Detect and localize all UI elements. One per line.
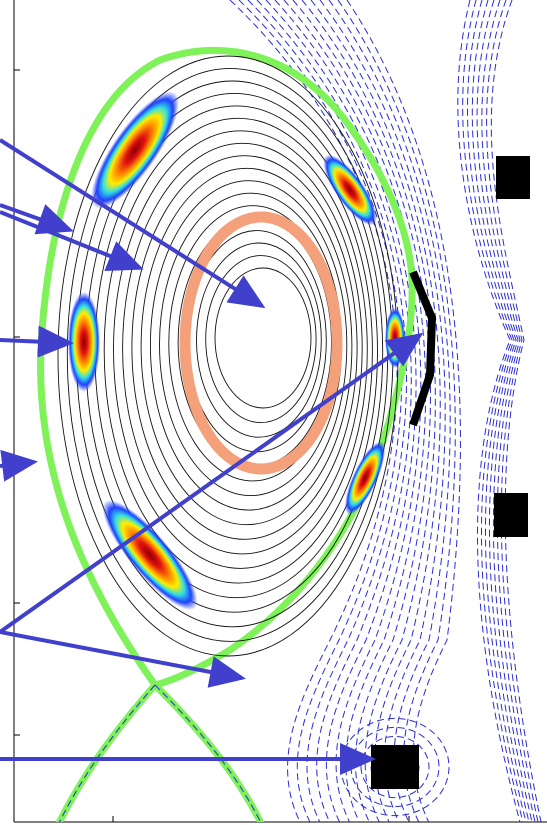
vacuum-line	[337, 0, 456, 822]
vacuum-line	[346, 0, 461, 822]
hotspot-inboard	[68, 292, 100, 392]
vacuum-line-outer	[457, 0, 521, 822]
flux-surface	[214, 267, 312, 409]
vacuum-loop-lower-coil	[340, 717, 450, 817]
vacuum-line-outer	[486, 0, 539, 822]
arrow-magnetic-axis	[0, 138, 266, 309]
arrow-separatrix-inboard	[0, 449, 38, 482]
vacuum-line	[229, 0, 398, 822]
separatrix-leg-left	[55, 682, 158, 822]
arrow-emission-inboard	[0, 325, 74, 358]
arrow-closed-surface-inner	[0, 210, 144, 271]
vacuum-line	[256, 0, 412, 822]
hotspot-upper	[90, 91, 180, 209]
vacuum-line	[301, 0, 436, 822]
hotspot-lower-left	[102, 499, 198, 611]
emission-regions	[68, 91, 405, 611]
annotation-arrows	[0, 138, 424, 775]
arrow-closed-surface-upper	[0, 203, 74, 235]
arrow-vacuum-field	[0, 630, 246, 688]
current-ring	[179, 211, 343, 475]
flux-surface	[122, 142, 363, 555]
vacuum-line	[328, 0, 451, 822]
vacuum-loop-lower-coil	[360, 735, 430, 799]
vacuum-line-outer	[467, 0, 527, 822]
vacuum-line-outer	[462, 0, 524, 822]
vacuum-line	[265, 0, 417, 822]
separatrix-leg-right	[152, 682, 265, 822]
coil-lower	[371, 745, 419, 789]
flux-surface	[131, 155, 358, 540]
vacuum-line-outer	[476, 0, 533, 822]
separatrix-dash-leg-right	[154, 684, 262, 822]
vacuum-line-outer	[471, 0, 530, 822]
vacuum-line	[238, 0, 403, 822]
vacuum-flux-lines	[229, 0, 542, 822]
arrow-limiter	[0, 332, 424, 634]
coil-middle-right	[494, 493, 528, 537]
coil-upper-right	[496, 156, 530, 199]
limiter-plate	[409, 270, 437, 427]
vacuum-line	[283, 0, 427, 822]
flux-surface	[186, 230, 327, 453]
vacuum-line	[292, 0, 431, 822]
separatrix-dash	[58, 684, 262, 822]
separatrix-dash-leg-left	[58, 684, 156, 822]
vacuum-line	[274, 0, 422, 822]
hotspot-lower-right	[344, 441, 386, 515]
plot-axes	[13, 0, 547, 823]
flux-surface	[196, 242, 322, 438]
vacuum-line-outer	[481, 0, 536, 822]
flux-surface	[140, 167, 353, 526]
hotspot-upper-right	[323, 154, 377, 226]
closed-flux-surfaces	[57, 55, 399, 657]
vacuum-line	[247, 0, 408, 822]
flux-surface	[113, 130, 368, 569]
vacuum-loop-lower-coil	[350, 726, 440, 808]
flux-surface	[103, 117, 373, 584]
flux-surface	[205, 255, 317, 424]
vacuum-line	[310, 0, 441, 822]
vacuum-line	[319, 0, 446, 822]
vacuum-line-outer	[490, 0, 542, 822]
flux-surface	[149, 180, 348, 511]
